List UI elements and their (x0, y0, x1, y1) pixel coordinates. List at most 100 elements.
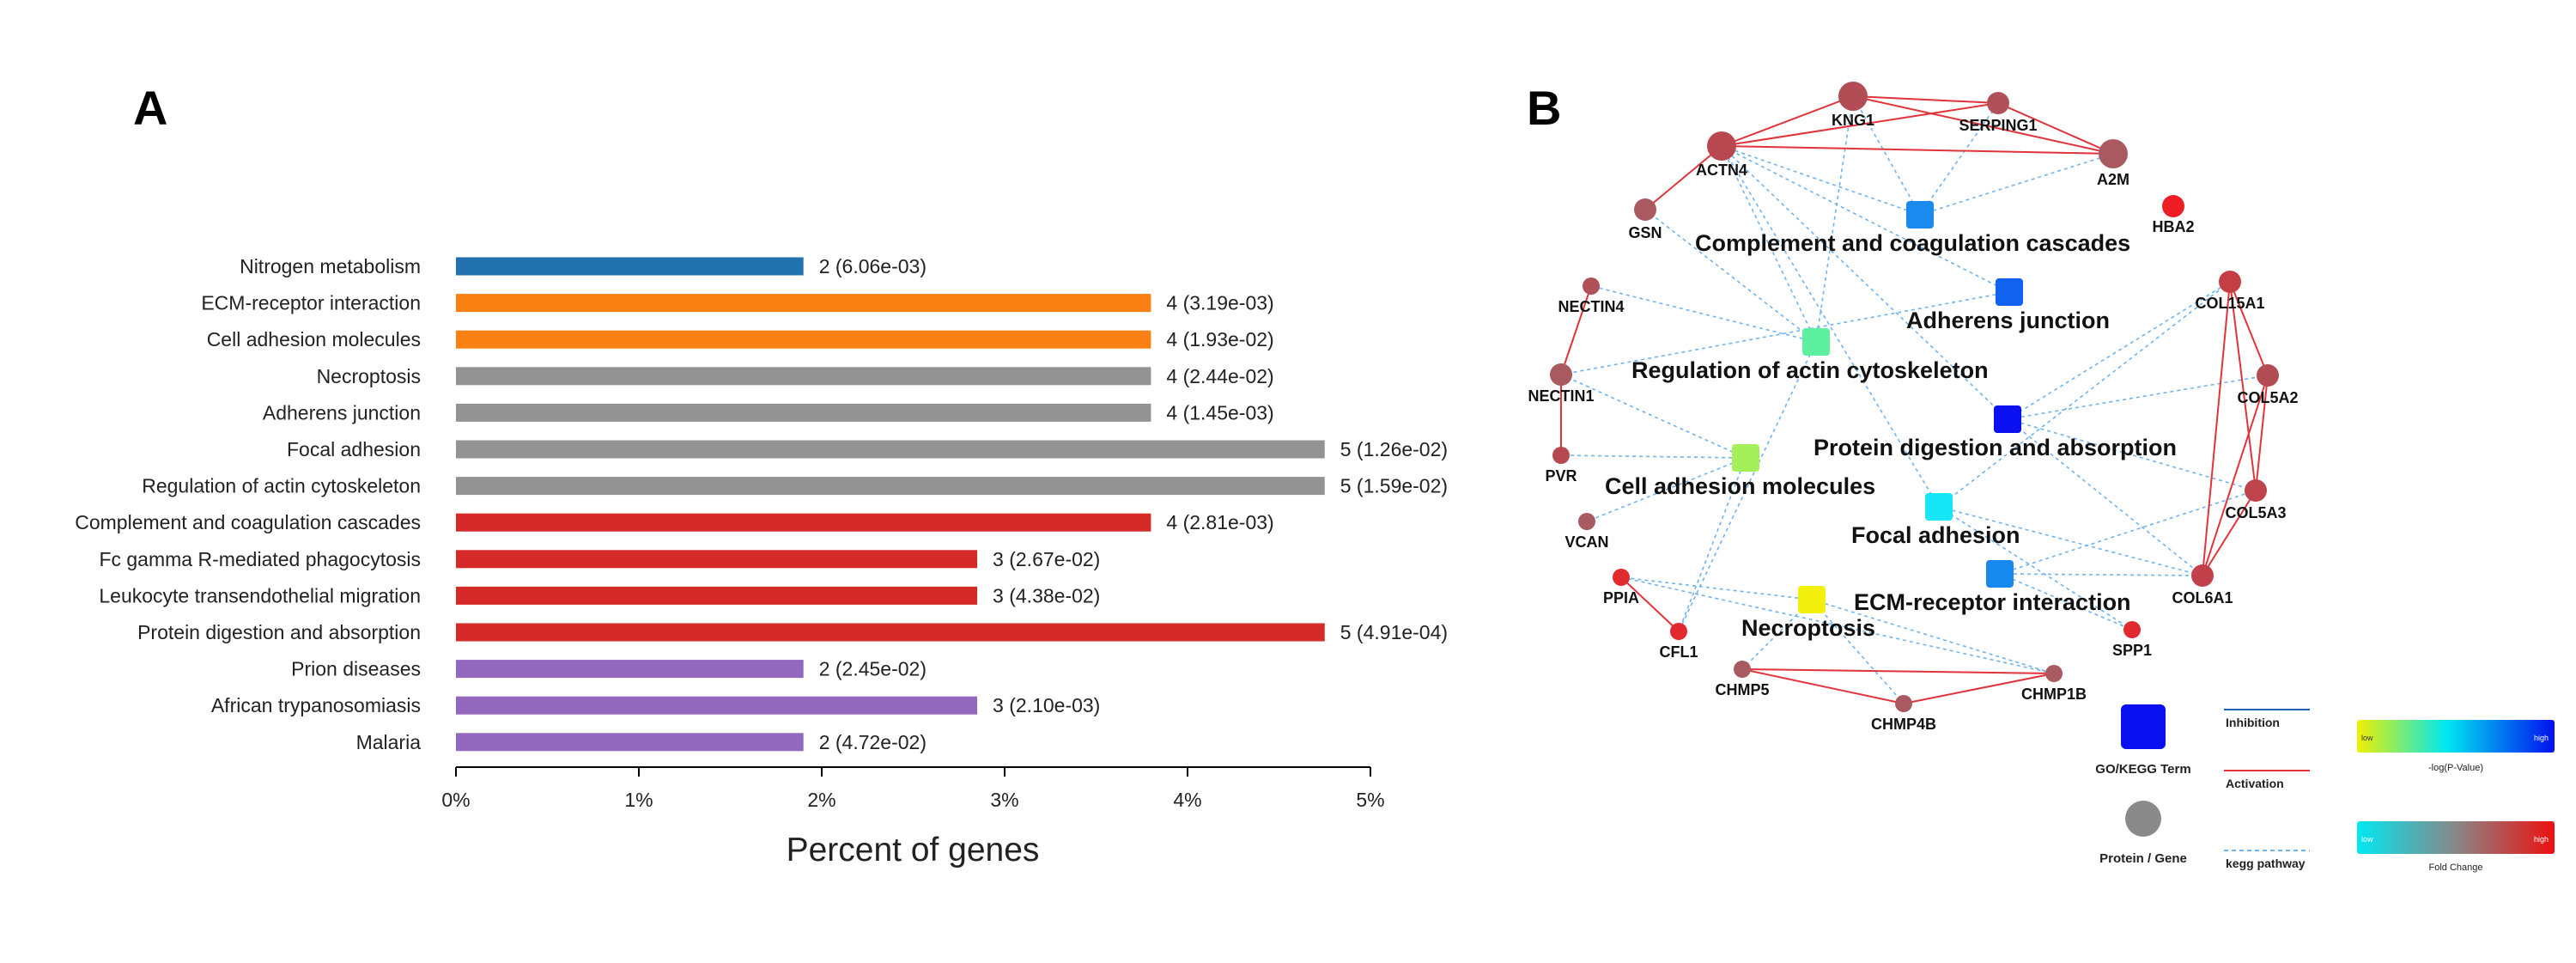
gene-node-actn4 (1707, 131, 1736, 161)
x-tick-label-0: 0% (441, 789, 470, 811)
value-label-ecm-receptor-interaction: 4 (3.19e-03) (1166, 292, 1273, 314)
term-node-adherens (1996, 278, 2023, 306)
activation-edge-col5a2-col5a3 (2255, 375, 2269, 491)
value-label-adherens-junction: 4 (1.45e-03) (1166, 401, 1273, 424)
category-label-adherens-junction: Adherens junction (263, 401, 421, 424)
gene-node-a2m (2099, 139, 2128, 168)
gene-label-serping1: SERPING1 (1959, 117, 2037, 134)
term-label-focal: Focal adhesion (1851, 522, 2020, 548)
gene-node-serping1 (1987, 92, 2009, 114)
kegg-edge-complement-serping1 (1919, 102, 1999, 216)
gene-label-col15a1: COL15A1 (2195, 295, 2264, 312)
term-node-ecm (1986, 560, 2014, 588)
term-node-actin (1802, 328, 1830, 356)
activation-edge-actn4-a2m (1721, 145, 2114, 155)
kegg-edge-ecm-spp1 (1999, 573, 2133, 631)
kegg-edge-protein-col5a3 (2007, 418, 2257, 491)
activation-edge-kng1-serping1 (1852, 95, 1999, 104)
gene-node-cfl1 (1670, 623, 1687, 640)
value-label-prion-diseases: 2 (2.45e-02) (819, 658, 927, 680)
bar-necroptosis (456, 367, 1151, 386)
x-axis-title: Percent of genes (787, 832, 1040, 869)
term-label-necro: Necroptosis (1741, 615, 1875, 641)
x-tick-label-5: 5% (1356, 789, 1384, 811)
bar-cell-adhesion-molecules (456, 330, 1151, 349)
x-tick-label-1: 1% (624, 789, 653, 811)
gene-label-a2m: A2M (2097, 171, 2129, 188)
legend-kegg-label: kegg pathway (2226, 856, 2306, 870)
category-label-necroptosis: Necroptosis (317, 365, 421, 387)
term-node-protein (1994, 405, 2021, 433)
kegg-edge-actin-actn4 (1721, 145, 1817, 343)
kegg-edge-cam-vcan (1586, 457, 1747, 522)
legend-pvalue-gradient (2357, 720, 2555, 753)
bar-nitrogen-metabolism (456, 257, 804, 276)
activation-edge-actn4-gsn (1644, 145, 1722, 210)
activation-edge-col5a2-col6a1 (2202, 375, 2269, 576)
gene-label-col5a2: COL5A2 (2237, 389, 2298, 406)
kegg-edge-necro-ppia (1620, 576, 1813, 600)
bar-focal-adhesion (456, 440, 1325, 459)
gene-label-kng1: KNG1 (1832, 112, 1874, 129)
legend-fold-low: low (2361, 835, 2373, 844)
value-label-focal-adhesion: 5 (1.26e-02) (1340, 438, 1448, 460)
term-label-ecm: ECM-receptor interaction (1854, 589, 2131, 615)
activation-edge-col5a3-col6a1 (2202, 490, 2257, 576)
bar-adherens-junction (456, 403, 1151, 422)
value-label-complement-and-coagulation-cascades: 4 (2.81e-03) (1166, 511, 1273, 533)
activation-edge-chmp4b-chmp1b (1903, 673, 2055, 704)
gene-label-col5a3: COL5A3 (2225, 504, 2286, 521)
gene-label-spp1: SPP1 (2112, 642, 2152, 659)
gene-node-pvr (1552, 447, 1570, 464)
network-legend: GO/KEGG Term Protein / Gene Inhibition A… (2095, 704, 2555, 873)
panel-b-network: B Complement and coagulation cascades Adh… (1527, 81, 2555, 873)
activation-edge-serping1-a2m (1997, 102, 2114, 155)
term-label-complement: Complement and coagulation cascades (1695, 230, 2130, 256)
term-node-necro (1798, 586, 1826, 613)
gene-label-chmp4b: CHMP4B (1871, 716, 1936, 733)
legend-term-square-icon (2121, 704, 2166, 749)
category-label-complement-and-coagulation-cascades: Complement and coagulation cascades (75, 511, 421, 533)
x-tick-label-4: 4% (1173, 789, 1201, 811)
bar-leukocyte-transendothelial-migration (456, 586, 978, 605)
gene-label-chmp5: CHMP5 (1715, 681, 1769, 698)
network-labels: Complement and coagulation cascades Adher… (1528, 112, 2298, 733)
gene-node-col5a3 (2245, 479, 2267, 502)
category-label-protein-digestion-and-absorption: Protein digestion and absorption (137, 621, 421, 643)
kegg-edge-cam-pvr (1560, 454, 1747, 459)
term-label-actin: Regulation of actin cytoskeleton (1631, 357, 1989, 383)
kegg-edge-focal-actn4 (1721, 145, 1940, 508)
gene-node-chmp5 (1734, 661, 1751, 678)
gene-node-hba2 (2162, 195, 2184, 217)
value-label-malaria: 2 (4.72e-02) (819, 731, 927, 753)
gene-label-hba2: HBA2 (2152, 218, 2194, 235)
gene-label-chmp1b: CHMP1B (2021, 686, 2087, 703)
gene-node-gsn (1634, 198, 1656, 221)
category-label-regulation-of-actin-cytoskeleton: Regulation of actin cytoskeleton (142, 475, 421, 497)
category-label-cell-adhesion-molecules: Cell adhesion molecules (207, 328, 421, 350)
value-label-regulation-of-actin-cytoskeleton: 5 (1.59e-02) (1340, 475, 1448, 497)
legend-term-label: GO/KEGG Term (2095, 762, 2190, 777)
bar-complement-and-coagulation-cascades (456, 513, 1151, 532)
value-label-protein-digestion-and-absorption: 5 (4.91e-04) (1340, 621, 1448, 643)
gene-node-ppia (1613, 569, 1630, 586)
activation-edge-ppia-cfl1 (1620, 576, 1680, 632)
term-label-cam: Cell adhesion molecules (1605, 473, 1875, 499)
activation-edge-nectin4-nectin1 (1560, 285, 1592, 375)
gene-node-col6a1 (2191, 564, 2214, 587)
panel-a-letter: A (133, 81, 167, 135)
activation-edge-chmp5-chmp1b (1741, 668, 2055, 674)
gene-node-nectin4 (1583, 277, 1600, 295)
kegg-edge-ppia-chmp1b (1620, 576, 2055, 674)
activation-edge-col15a1-col5a3 (2229, 281, 2257, 491)
gene-node-nectin1 (1550, 363, 1572, 386)
kegg-edge-adherens-nectin1 (1560, 291, 2010, 375)
gene-label-nectin4: NECTIN4 (1558, 298, 1624, 315)
kegg-edge-complement-a2m (1919, 153, 2114, 216)
x-tick-label-3: 3% (990, 789, 1018, 811)
kegg-edge-actin-cfl1 (1678, 341, 1817, 632)
panel-a-bar-chart: A Nitrogen metabolism 2 (6.06e-03) ECM-rec… (75, 81, 1448, 869)
legend-fold-gradient (2357, 821, 2555, 854)
x-axis: 0% 1% 2% 3% 4% 5% (441, 766, 1385, 811)
